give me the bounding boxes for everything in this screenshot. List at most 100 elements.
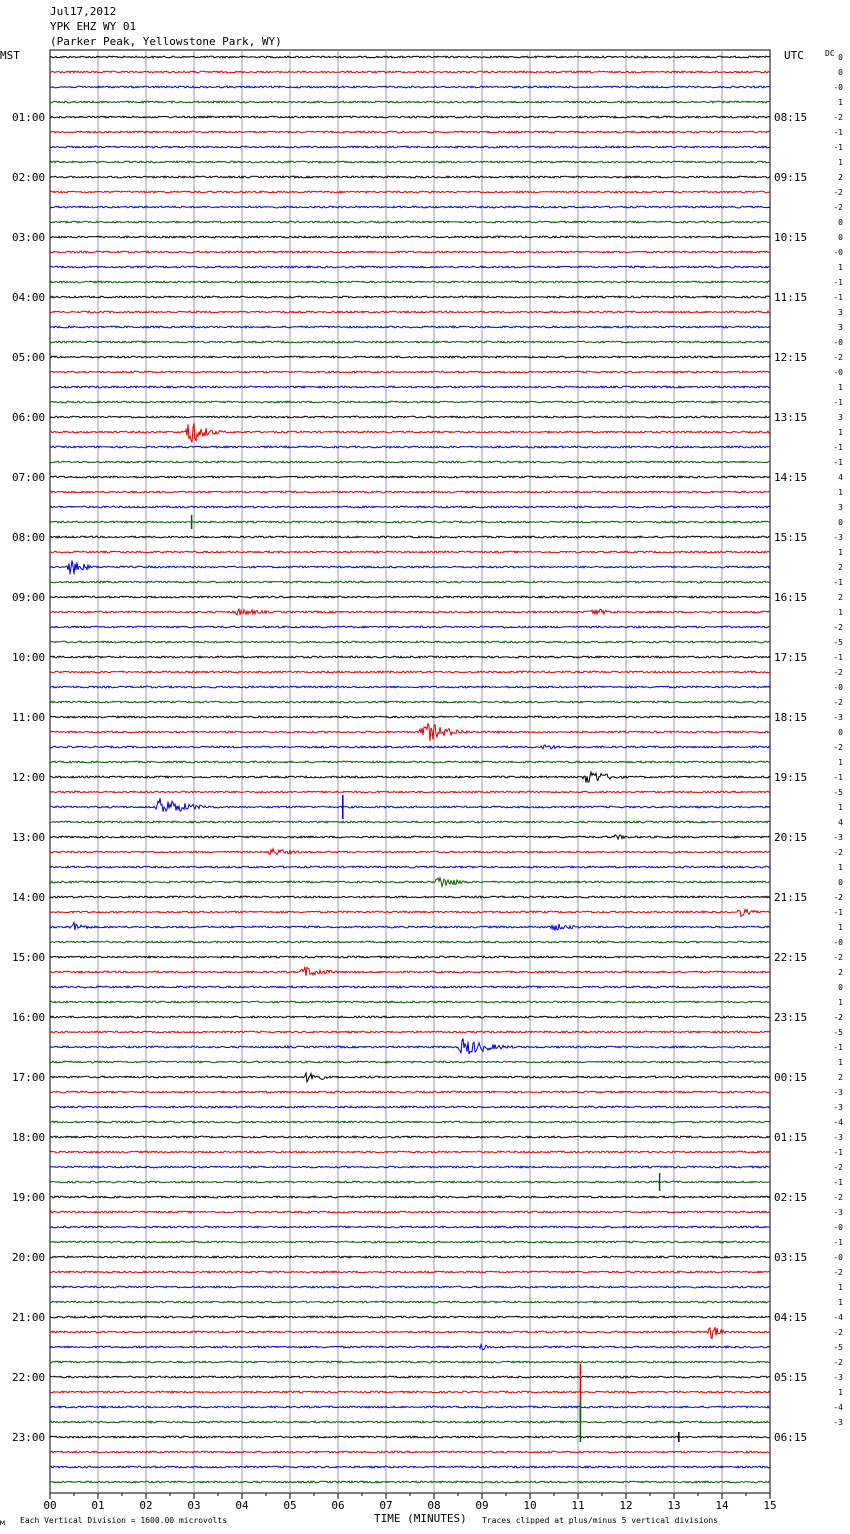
seismic-trace [49,865,771,869]
seismic-trace [49,1060,771,1064]
seismic-trace [49,1375,771,1379]
seismic-trace [49,190,771,194]
dc-offset-label: -1 [833,143,843,152]
seismic-trace [49,760,771,764]
seismic-trace [49,400,771,404]
utc-hour-label: 03:15 [774,1251,807,1264]
seismic-trace [49,847,771,856]
x-tick-label: 14 [715,1499,729,1512]
dc-offset-label: -1 [833,1238,843,1247]
seismic-trace [49,520,771,524]
seismic-trace [49,895,771,899]
dc-offset-label: 0 [838,53,843,62]
x-tick-label: 08 [427,1499,440,1512]
seismic-trace [49,355,771,359]
seismic-trace [49,1030,771,1034]
dc-offset-label: -3 [833,833,843,842]
x-tick-label: 04 [235,1499,249,1512]
mst-hour-label: 02:00 [12,171,45,184]
dc-offset-label: -3 [833,1208,843,1217]
seismic-trace [49,235,771,239]
seismic-trace [49,966,771,977]
mst-hour-label: 11:00 [12,711,45,724]
seismic-trace [49,1480,771,1484]
station-code: YPK EHZ WY 01 [50,20,137,33]
seismic-trace [49,325,771,329]
seismic-trace [49,744,771,750]
seismic-trace [49,1342,771,1351]
seismic-trace [49,595,771,599]
dc-offset-label: -2 [833,353,843,362]
seismic-trace [49,385,771,389]
dc-offset-label: -1 [833,1043,843,1052]
seismic-trace [49,1255,771,1259]
dc-offset-label: 3 [838,323,843,332]
mst-hour-label: 05:00 [12,351,45,364]
dc-offset-label: -0 [833,368,843,377]
seismic-trace [49,250,771,254]
seismic-trace [49,1390,771,1394]
x-tick-label: 12 [619,1499,632,1512]
dc-offset-label: -4 [833,1403,843,1412]
seismic-trace [49,1360,771,1364]
corner-mark: м [0,1518,5,1527]
utc-hour-label: 06:15 [774,1431,807,1444]
seismic-trace [50,85,771,89]
dc-offset-label: -3 [833,1088,843,1097]
dc-offset-label: -2 [833,848,843,857]
dc-offset-label: -4 [833,1313,843,1322]
utc-hour-label: 23:15 [774,1011,807,1024]
dc-offset-label: -2 [833,1268,843,1277]
dc-offset-label: 1 [838,158,843,167]
dc-offset-label: -1 [833,773,843,782]
seismic-trace [49,955,771,959]
dc-offset-label: -1 [833,443,843,452]
dc-offset-label: 1 [838,863,843,872]
seismic-trace [50,1465,771,1469]
dc-offset-label: -3 [833,1133,843,1142]
seismic-trace [49,100,771,104]
seismic-trace [49,1210,771,1214]
seismic-trace [49,1405,771,1409]
mst-hour-label: 09:00 [12,591,45,604]
seismic-trace [49,70,771,74]
mst-hour-label: 17:00 [12,1071,45,1084]
seismic-trace [49,655,771,659]
x-tick-label: 09 [475,1499,488,1512]
seismic-trace [49,625,771,629]
dc-offset-label: -3 [833,1103,843,1112]
utc-hour-label: 20:15 [774,831,807,844]
seismic-trace [49,770,771,783]
dc-offset-label: -5 [833,788,843,797]
dc-offset-label: -5 [833,1343,843,1352]
seismic-trace [49,205,771,209]
seismic-trace [49,940,771,944]
dc-offset-label: 1 [838,488,843,497]
dc-offset-label: 3 [838,413,843,422]
seismic-trace [49,790,771,794]
seismic-trace [49,1450,771,1454]
mst-hour-label: 08:00 [12,531,45,544]
seismic-trace [49,920,771,931]
mst-hour-label: 06:00 [12,411,45,424]
seismic-trace [49,834,771,841]
seismic-trace [49,475,771,479]
seismic-trace [49,280,771,284]
seismic-trace [49,130,771,134]
dc-offset-label: 2 [838,173,843,182]
mst-hour-label: 19:00 [12,1191,45,1204]
dc-offset-label: 1 [838,98,843,107]
dc-offset-label: -2 [833,953,843,962]
dc-offset-label: 1 [838,428,843,437]
utc-hour-label: 21:15 [774,891,807,904]
dc-offset-label: 2 [838,593,843,602]
mst-hour-label: 14:00 [12,891,45,904]
seismic-trace [49,55,771,59]
dc-offset-label: 1 [838,758,843,767]
mst-hour-label: 07:00 [12,471,45,484]
seismic-trace [49,295,771,299]
dc-offset-label: 1 [838,1388,843,1397]
scale-note: Each Vertical Division = 1600.00 microvo… [20,1516,228,1525]
utc-hour-label: 14:15 [774,471,807,484]
